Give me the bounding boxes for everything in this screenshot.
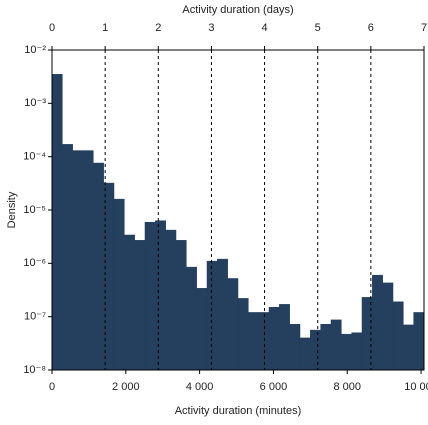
bar <box>155 220 166 371</box>
bar <box>51 74 63 371</box>
bar <box>268 307 280 371</box>
bar <box>330 319 342 371</box>
y-tick-label: 10⁻⁸ <box>23 364 46 376</box>
x-tick-label: 6 000 <box>260 381 288 393</box>
bar <box>413 312 425 371</box>
bar <box>165 229 177 371</box>
y-tick-label: 10⁻⁷ <box>24 311 46 323</box>
bar <box>175 240 187 371</box>
bar <box>124 234 135 371</box>
bar <box>196 288 208 371</box>
bar <box>310 329 321 371</box>
top-tick-label: 6 <box>368 22 374 34</box>
bar <box>113 198 125 371</box>
top-tick-label: 5 <box>315 22 321 34</box>
bar <box>227 278 239 371</box>
bar <box>341 333 352 371</box>
top-tick-label: 1 <box>102 22 108 34</box>
top-tick-label: 3 <box>208 22 214 34</box>
y-tick-label: 10⁻⁴ <box>23 151 46 163</box>
bar <box>289 324 301 371</box>
bar <box>134 240 146 371</box>
bar <box>103 182 115 371</box>
x-tick-label: 0 <box>49 381 55 393</box>
y-tick-label: 10⁻⁵ <box>23 204 46 216</box>
x-tick-label: 2 000 <box>112 381 140 393</box>
bar <box>351 332 363 371</box>
top-tick-label: 7 <box>421 22 427 34</box>
top-axis-title: Activity duration (days) <box>182 4 293 16</box>
bar <box>392 301 404 371</box>
top-tick-label: 2 <box>155 22 161 34</box>
bar <box>72 150 84 371</box>
bar <box>144 221 156 371</box>
y-tick-label: 10⁻² <box>24 44 46 56</box>
bar <box>186 266 197 371</box>
bar <box>217 258 228 371</box>
bar <box>248 312 259 371</box>
x-tick-label: 10 000 <box>404 381 428 393</box>
x-tick-label: 4 000 <box>186 381 214 393</box>
plot-frame <box>51 49 425 371</box>
bar <box>82 150 94 371</box>
bar <box>93 162 104 371</box>
y-tick-label: 10⁻³ <box>24 97 46 109</box>
bar <box>62 144 73 371</box>
bar <box>320 324 332 371</box>
bottom-axis-title: Activity duration (minutes) <box>175 405 302 417</box>
bar <box>258 312 270 371</box>
bar <box>299 337 311 371</box>
bar <box>237 298 249 371</box>
bar <box>206 260 218 371</box>
y-tick-label: 10⁻⁶ <box>23 257 46 269</box>
bar <box>279 304 290 371</box>
bar <box>382 282 394 371</box>
bar <box>372 274 383 371</box>
x-tick-label: 8 000 <box>333 381 361 393</box>
top-tick-label: 4 <box>262 22 268 34</box>
y-axis-title: Density <box>6 191 18 228</box>
bar <box>403 324 414 371</box>
top-tick-label: 0 <box>49 22 55 34</box>
